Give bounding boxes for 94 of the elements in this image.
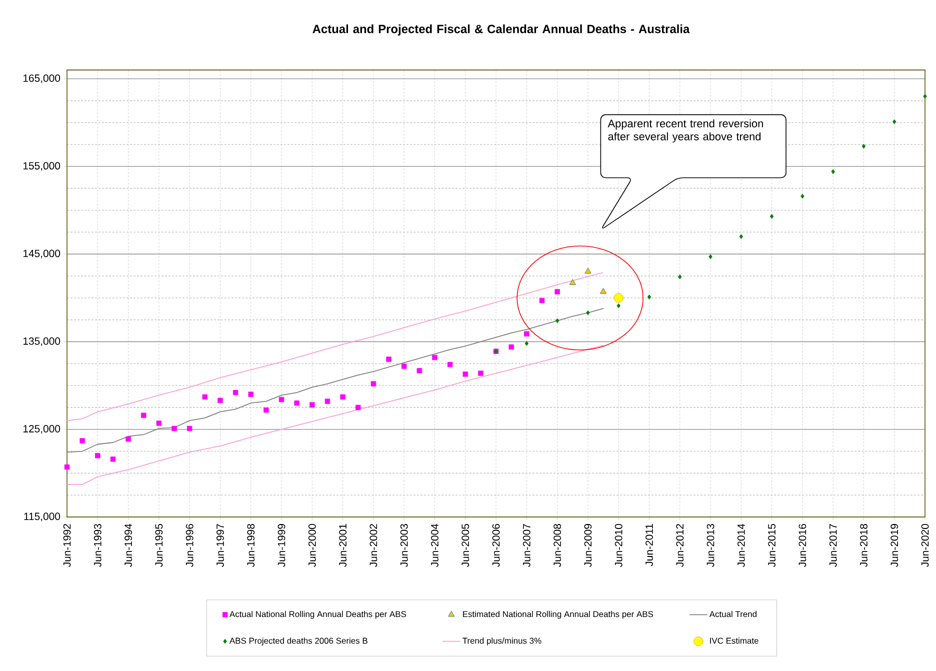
line-series (66, 272, 604, 422)
legend-label: Actual Trend (709, 610, 757, 618)
point (770, 214, 774, 219)
point (524, 331, 530, 336)
y-tick-label: 145,000 (23, 250, 60, 258)
x-tick-label: Jun-1998 (247, 524, 255, 567)
x-tick-label: Jun-2004 (431, 524, 438, 567)
x-tick-label: Jun-1995 (155, 524, 163, 567)
point (294, 400, 300, 406)
point (584, 268, 592, 274)
x-tick-label: Jun-2001 (339, 524, 346, 567)
x-tick-label: Jun-1999 (278, 524, 286, 567)
point (110, 456, 116, 462)
point (172, 426, 177, 432)
x-tick-label: Jun-2010 (614, 524, 622, 567)
point (600, 288, 607, 294)
legend-label: Estimated National Rolling Annual Deaths per ABS (463, 610, 654, 619)
x-tick-label: Jun-2007 (522, 524, 530, 567)
annotation: Apparent recent trend reversion after several years above trend (608, 119, 763, 143)
x-tick-label: Jun-1997 (216, 524, 224, 567)
point (232, 390, 238, 396)
point (739, 234, 743, 239)
x-tick-label: Jun-2019 (890, 524, 898, 567)
point (310, 402, 315, 408)
point (892, 119, 896, 124)
point (862, 144, 866, 149)
y-tick-label: 165,000 (23, 74, 60, 84)
point (800, 194, 804, 199)
x-tick-label: Jun-2014 (737, 524, 745, 567)
point (324, 398, 330, 404)
point (386, 356, 392, 362)
x-tick-label: Jun-2011 (646, 524, 653, 566)
point (478, 370, 484, 376)
point (647, 294, 652, 300)
legend-label: IVC Estimate (710, 637, 758, 644)
point (708, 254, 712, 260)
point (370, 381, 376, 386)
y-tick-label: 125,000 (23, 425, 60, 434)
x-tick-label: Jun-2002 (370, 524, 378, 567)
x-tick-label: Jun-2005 (462, 524, 470, 567)
legend-label: ABS Projected deaths 2006 Series B (229, 637, 368, 646)
point (923, 94, 927, 99)
point (678, 274, 682, 280)
x-tick-label: Jun-2018 (860, 524, 868, 567)
point (614, 293, 624, 303)
point (340, 394, 346, 400)
point (356, 404, 361, 410)
legend-label: Actual National Rolling Annual Deaths per ABS (229, 610, 406, 619)
point (218, 398, 223, 404)
x-tick-label: Jun-1994 (124, 524, 132, 567)
point (186, 426, 192, 432)
x-tick-label: Jun-2012 (676, 524, 684, 567)
point (278, 396, 284, 402)
point (508, 344, 514, 350)
x-tick-label: Jun-2008 (554, 524, 562, 567)
y-tick-label: 115,000 (24, 512, 60, 522)
point (586, 310, 590, 316)
point (401, 364, 407, 369)
legend-label: Trend plus/minus 3% (462, 637, 542, 646)
point (80, 438, 85, 444)
point (248, 392, 254, 397)
point (462, 372, 468, 377)
x-tick-label: Jun-2013 (706, 524, 714, 567)
point (202, 394, 208, 400)
point (416, 368, 422, 374)
point (447, 362, 453, 368)
point (524, 341, 528, 346)
x-tick-label: Jun-1993 (94, 524, 102, 567)
x-tick-label: Jun-2017 (829, 524, 837, 567)
x-tick-label: Jun-2016 (798, 524, 806, 567)
y-tick-label: 135,000 (23, 337, 60, 346)
point (264, 407, 269, 413)
point (64, 464, 70, 470)
point (156, 420, 162, 426)
x-tick-label: Jun-1992 (63, 524, 71, 567)
point (616, 303, 620, 308)
point (831, 169, 835, 174)
chart-title: Actual and Projected Fiscal & Calendar Annual Deaths - Australia (312, 24, 690, 36)
x-tick-label: Jun-1996 (186, 524, 194, 567)
point (432, 354, 438, 360)
point (95, 453, 100, 458)
x-tick-label: Jun-2015 (768, 524, 776, 567)
point (569, 279, 576, 285)
x-tick-label: Jun-2003 (400, 524, 408, 567)
point (554, 289, 560, 294)
point (126, 436, 131, 442)
y-tick-label: 155,000 (23, 162, 60, 171)
point (141, 412, 146, 418)
x-tick-label: Jun-2020 (921, 524, 929, 567)
x-tick-label: Jun-2006 (492, 524, 500, 567)
x-tick-label: Jun-2000 (308, 524, 316, 567)
x-tick-label: Jun-2009 (584, 524, 592, 567)
point (555, 318, 560, 324)
point (539, 298, 545, 304)
